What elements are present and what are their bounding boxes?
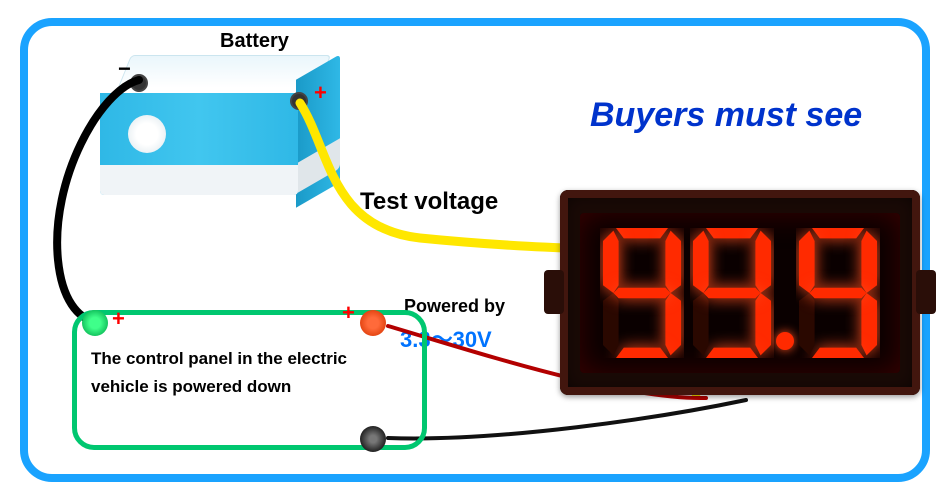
ctrl-green-sign: + — [112, 306, 125, 332]
label-powered-by: Powered by — [404, 296, 505, 317]
headline-buyers-must-see: Buyers must see — [590, 96, 862, 135]
battery-neg-sign: − — [118, 56, 131, 82]
seg-digit-2 — [690, 228, 774, 358]
voltmeter-screen — [580, 213, 900, 373]
voltmeter-reading — [600, 228, 880, 358]
label-battery: Battery — [220, 30, 289, 53]
label-test-voltage: Test voltage — [360, 188, 498, 216]
voltmeter — [560, 190, 920, 395]
control-panel-text: The control panel in the electric vehicl… — [91, 345, 408, 401]
ctrl-red-sign: + — [342, 300, 355, 326]
seg-decimal — [776, 332, 794, 350]
ctrl-port-red — [360, 310, 386, 336]
seg-digit-1 — [600, 228, 684, 358]
ctrl-port-black — [360, 426, 386, 452]
ctrl-port-green — [82, 310, 108, 336]
battery-terminal-negative — [130, 74, 148, 92]
battery-terminal-positive — [290, 92, 308, 110]
battery-pos-sign: + — [314, 80, 327, 106]
seg-digit-3 — [796, 228, 880, 358]
